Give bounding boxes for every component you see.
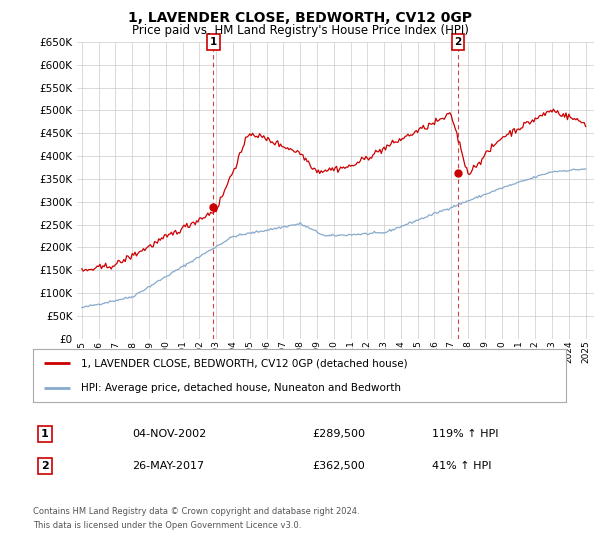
Text: 1: 1 bbox=[41, 429, 49, 439]
Text: 41% ↑ HPI: 41% ↑ HPI bbox=[432, 461, 491, 471]
Text: 2: 2 bbox=[41, 461, 49, 471]
Text: 04-NOV-2002: 04-NOV-2002 bbox=[132, 429, 206, 439]
Text: 2: 2 bbox=[454, 37, 461, 47]
Text: £289,500: £289,500 bbox=[312, 429, 365, 439]
Text: 1: 1 bbox=[210, 37, 217, 47]
Text: HPI: Average price, detached house, Nuneaton and Bedworth: HPI: Average price, detached house, Nune… bbox=[81, 382, 401, 393]
Text: Price paid vs. HM Land Registry's House Price Index (HPI): Price paid vs. HM Land Registry's House … bbox=[131, 24, 469, 36]
Text: £362,500: £362,500 bbox=[312, 461, 365, 471]
Text: 1, LAVENDER CLOSE, BEDWORTH, CV12 0GP (detached house): 1, LAVENDER CLOSE, BEDWORTH, CV12 0GP (d… bbox=[81, 358, 407, 368]
Text: 119% ↑ HPI: 119% ↑ HPI bbox=[432, 429, 499, 439]
Text: Contains HM Land Registry data © Crown copyright and database right 2024.: Contains HM Land Registry data © Crown c… bbox=[33, 507, 359, 516]
Text: This data is licensed under the Open Government Licence v3.0.: This data is licensed under the Open Gov… bbox=[33, 521, 301, 530]
Text: 1, LAVENDER CLOSE, BEDWORTH, CV12 0GP: 1, LAVENDER CLOSE, BEDWORTH, CV12 0GP bbox=[128, 11, 472, 25]
Text: 26-MAY-2017: 26-MAY-2017 bbox=[132, 461, 204, 471]
